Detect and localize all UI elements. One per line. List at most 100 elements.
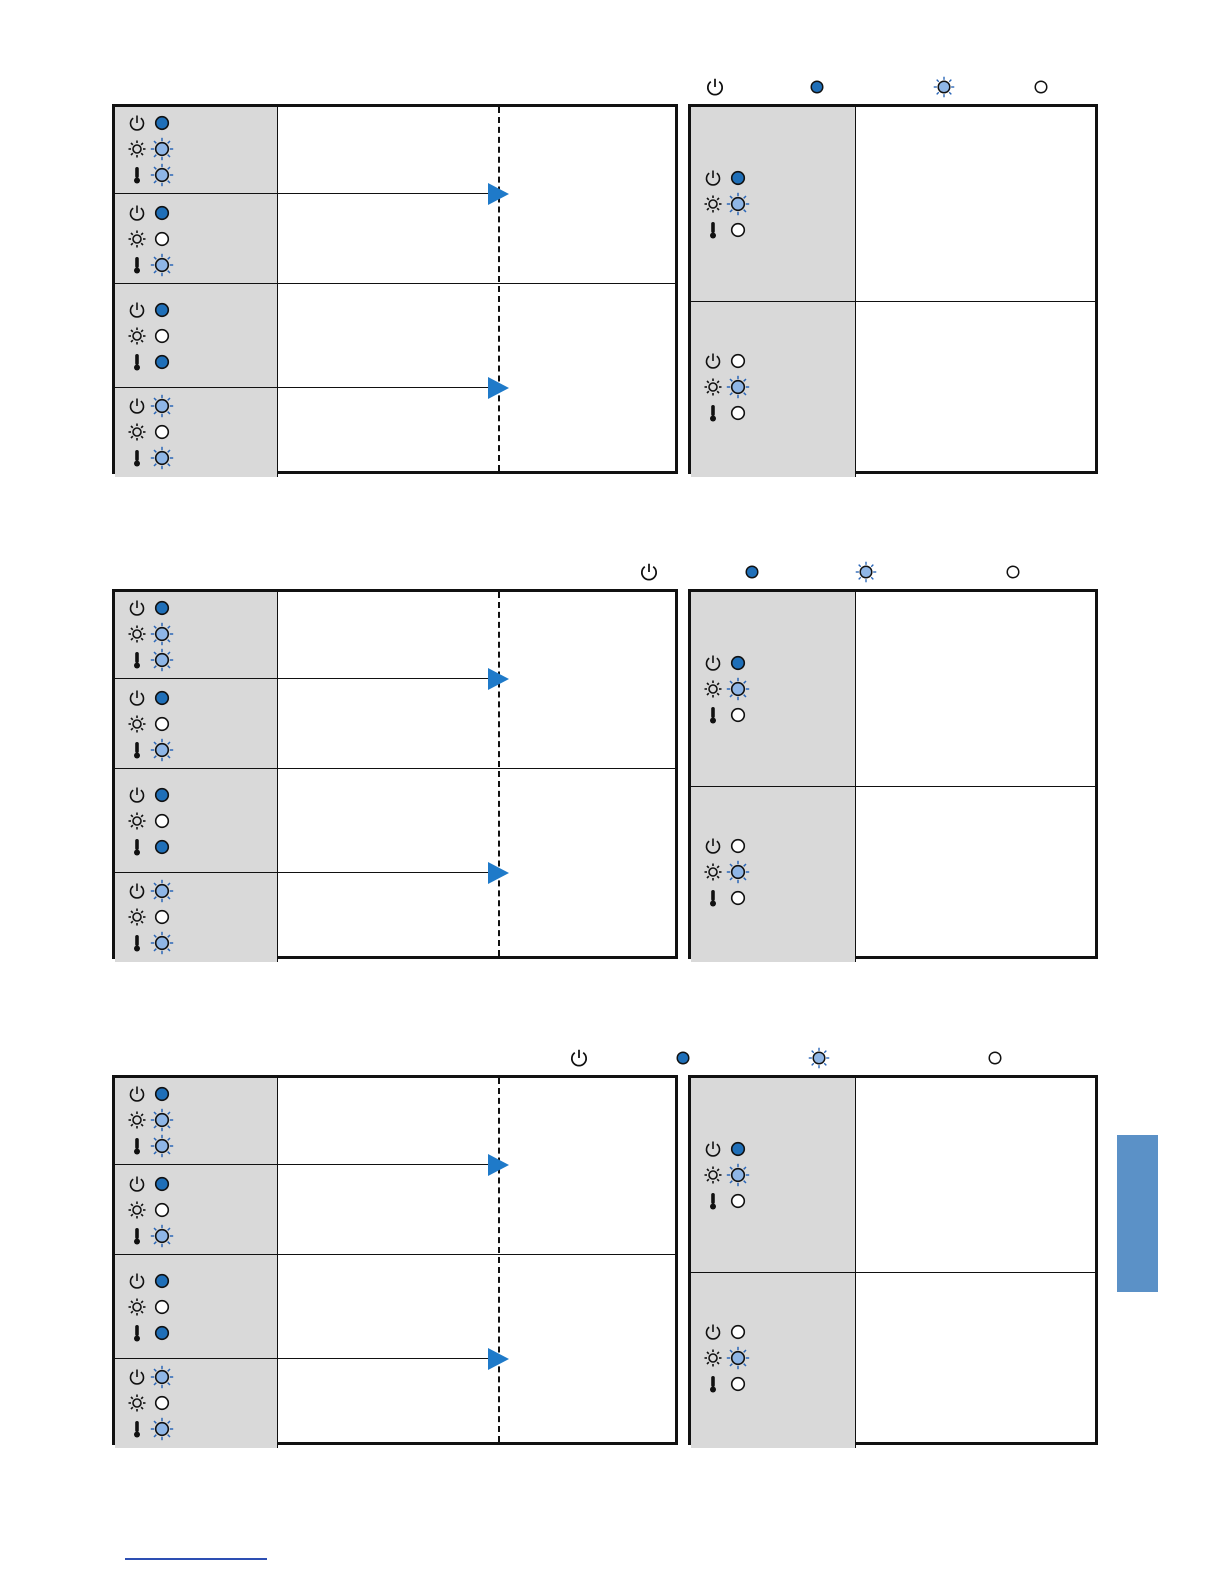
lamp-icon (703, 377, 723, 397)
power-icon (127, 598, 147, 618)
lamp-icon (127, 907, 147, 927)
legend (0, 561, 1224, 591)
off-indicator (150, 324, 174, 348)
arrow-marker (488, 377, 509, 399)
on-indicator (150, 1172, 174, 1196)
off-indicator (1002, 561, 1024, 583)
blink-indicator (808, 1047, 830, 1069)
led-status-table (112, 589, 678, 962)
lamp-icon (703, 1165, 723, 1185)
temperature-icon (127, 255, 147, 275)
legend-item (1030, 76, 1052, 103)
off-indicator (150, 809, 174, 833)
on-indicator (150, 350, 174, 374)
led-status-table (112, 1075, 678, 1448)
indicator-cell (691, 787, 856, 962)
dashed-separator (498, 592, 500, 956)
legend (0, 1047, 1224, 1077)
off-indicator (150, 1198, 174, 1222)
blink-indicator (150, 394, 174, 418)
arrow-marker (488, 1154, 509, 1176)
row-divider (691, 301, 1095, 302)
off-indicator (726, 1320, 750, 1344)
blink-indicator (933, 76, 955, 98)
blink-indicator (150, 738, 174, 762)
indicator-cell (115, 592, 278, 679)
arrow-line (278, 1358, 491, 1359)
indicator-cell (691, 1078, 856, 1273)
lamp-icon (127, 229, 147, 249)
indicator-cell (115, 388, 278, 477)
row-divider (691, 786, 1095, 787)
legend-item (806, 76, 828, 103)
indicator-cell (115, 1078, 278, 1165)
off-indicator (726, 401, 750, 425)
arrow-line (278, 678, 491, 679)
arrow-marker (488, 862, 509, 884)
off-indicator (150, 905, 174, 929)
blink-indicator (150, 879, 174, 903)
legend-item (855, 561, 877, 588)
lamp-icon (127, 1110, 147, 1130)
temperature-icon (127, 1323, 147, 1343)
temperature-icon (703, 1191, 723, 1211)
temperature-icon (127, 448, 147, 468)
off-indicator (984, 1047, 1006, 1069)
blink-indicator (726, 1163, 750, 1187)
blink-indicator (150, 931, 174, 955)
indicator-cell (115, 679, 278, 769)
power-icon (127, 1271, 147, 1291)
power-icon (638, 561, 660, 583)
lamp-icon (703, 862, 723, 882)
off-indicator (726, 834, 750, 858)
power-icon (704, 76, 726, 98)
legend-item (638, 561, 660, 588)
cell-divider (115, 768, 278, 769)
indicator-cell (115, 873, 278, 962)
on-indicator (726, 1137, 750, 1161)
temperature-icon (127, 837, 147, 857)
blink-indicator (150, 163, 174, 187)
indicator-cell (115, 1165, 278, 1255)
indicator-cell (115, 1255, 278, 1359)
power-icon (703, 653, 723, 673)
legend-item (808, 1047, 830, 1074)
legend-item (741, 561, 763, 588)
lamp-icon (127, 811, 147, 831)
blink-indicator (726, 375, 750, 399)
temperature-icon (703, 1374, 723, 1394)
blink-indicator (150, 1417, 174, 1441)
indicator-cell (115, 107, 278, 194)
dashed-separator (498, 107, 500, 471)
blink-indicator (726, 192, 750, 216)
on-indicator (150, 783, 174, 807)
lamp-icon (703, 679, 723, 699)
row-divider (278, 1254, 675, 1255)
indicator-cell (691, 107, 856, 302)
off-indicator (150, 1391, 174, 1415)
cell-divider (115, 1358, 278, 1359)
power-icon (127, 688, 147, 708)
power-icon (127, 113, 147, 133)
legend (0, 76, 1224, 106)
cell-divider (115, 387, 278, 388)
on-indicator (150, 111, 174, 135)
indicator-cell (115, 284, 278, 388)
off-indicator (726, 349, 750, 373)
off-indicator (150, 1295, 174, 1319)
power-icon (127, 396, 147, 416)
off-indicator (726, 1372, 750, 1396)
on-indicator (806, 76, 828, 98)
legend-item (704, 76, 726, 103)
blink-indicator (726, 677, 750, 701)
legend-item (933, 76, 955, 103)
on-indicator (741, 561, 763, 583)
off-indicator (726, 1189, 750, 1213)
off-indicator (150, 712, 174, 736)
blink-indicator (855, 561, 877, 583)
lamp-icon (703, 1348, 723, 1368)
footer-rule (125, 1558, 267, 1560)
row-divider (278, 283, 675, 284)
arrow-marker (488, 668, 509, 690)
power-icon (703, 351, 723, 371)
